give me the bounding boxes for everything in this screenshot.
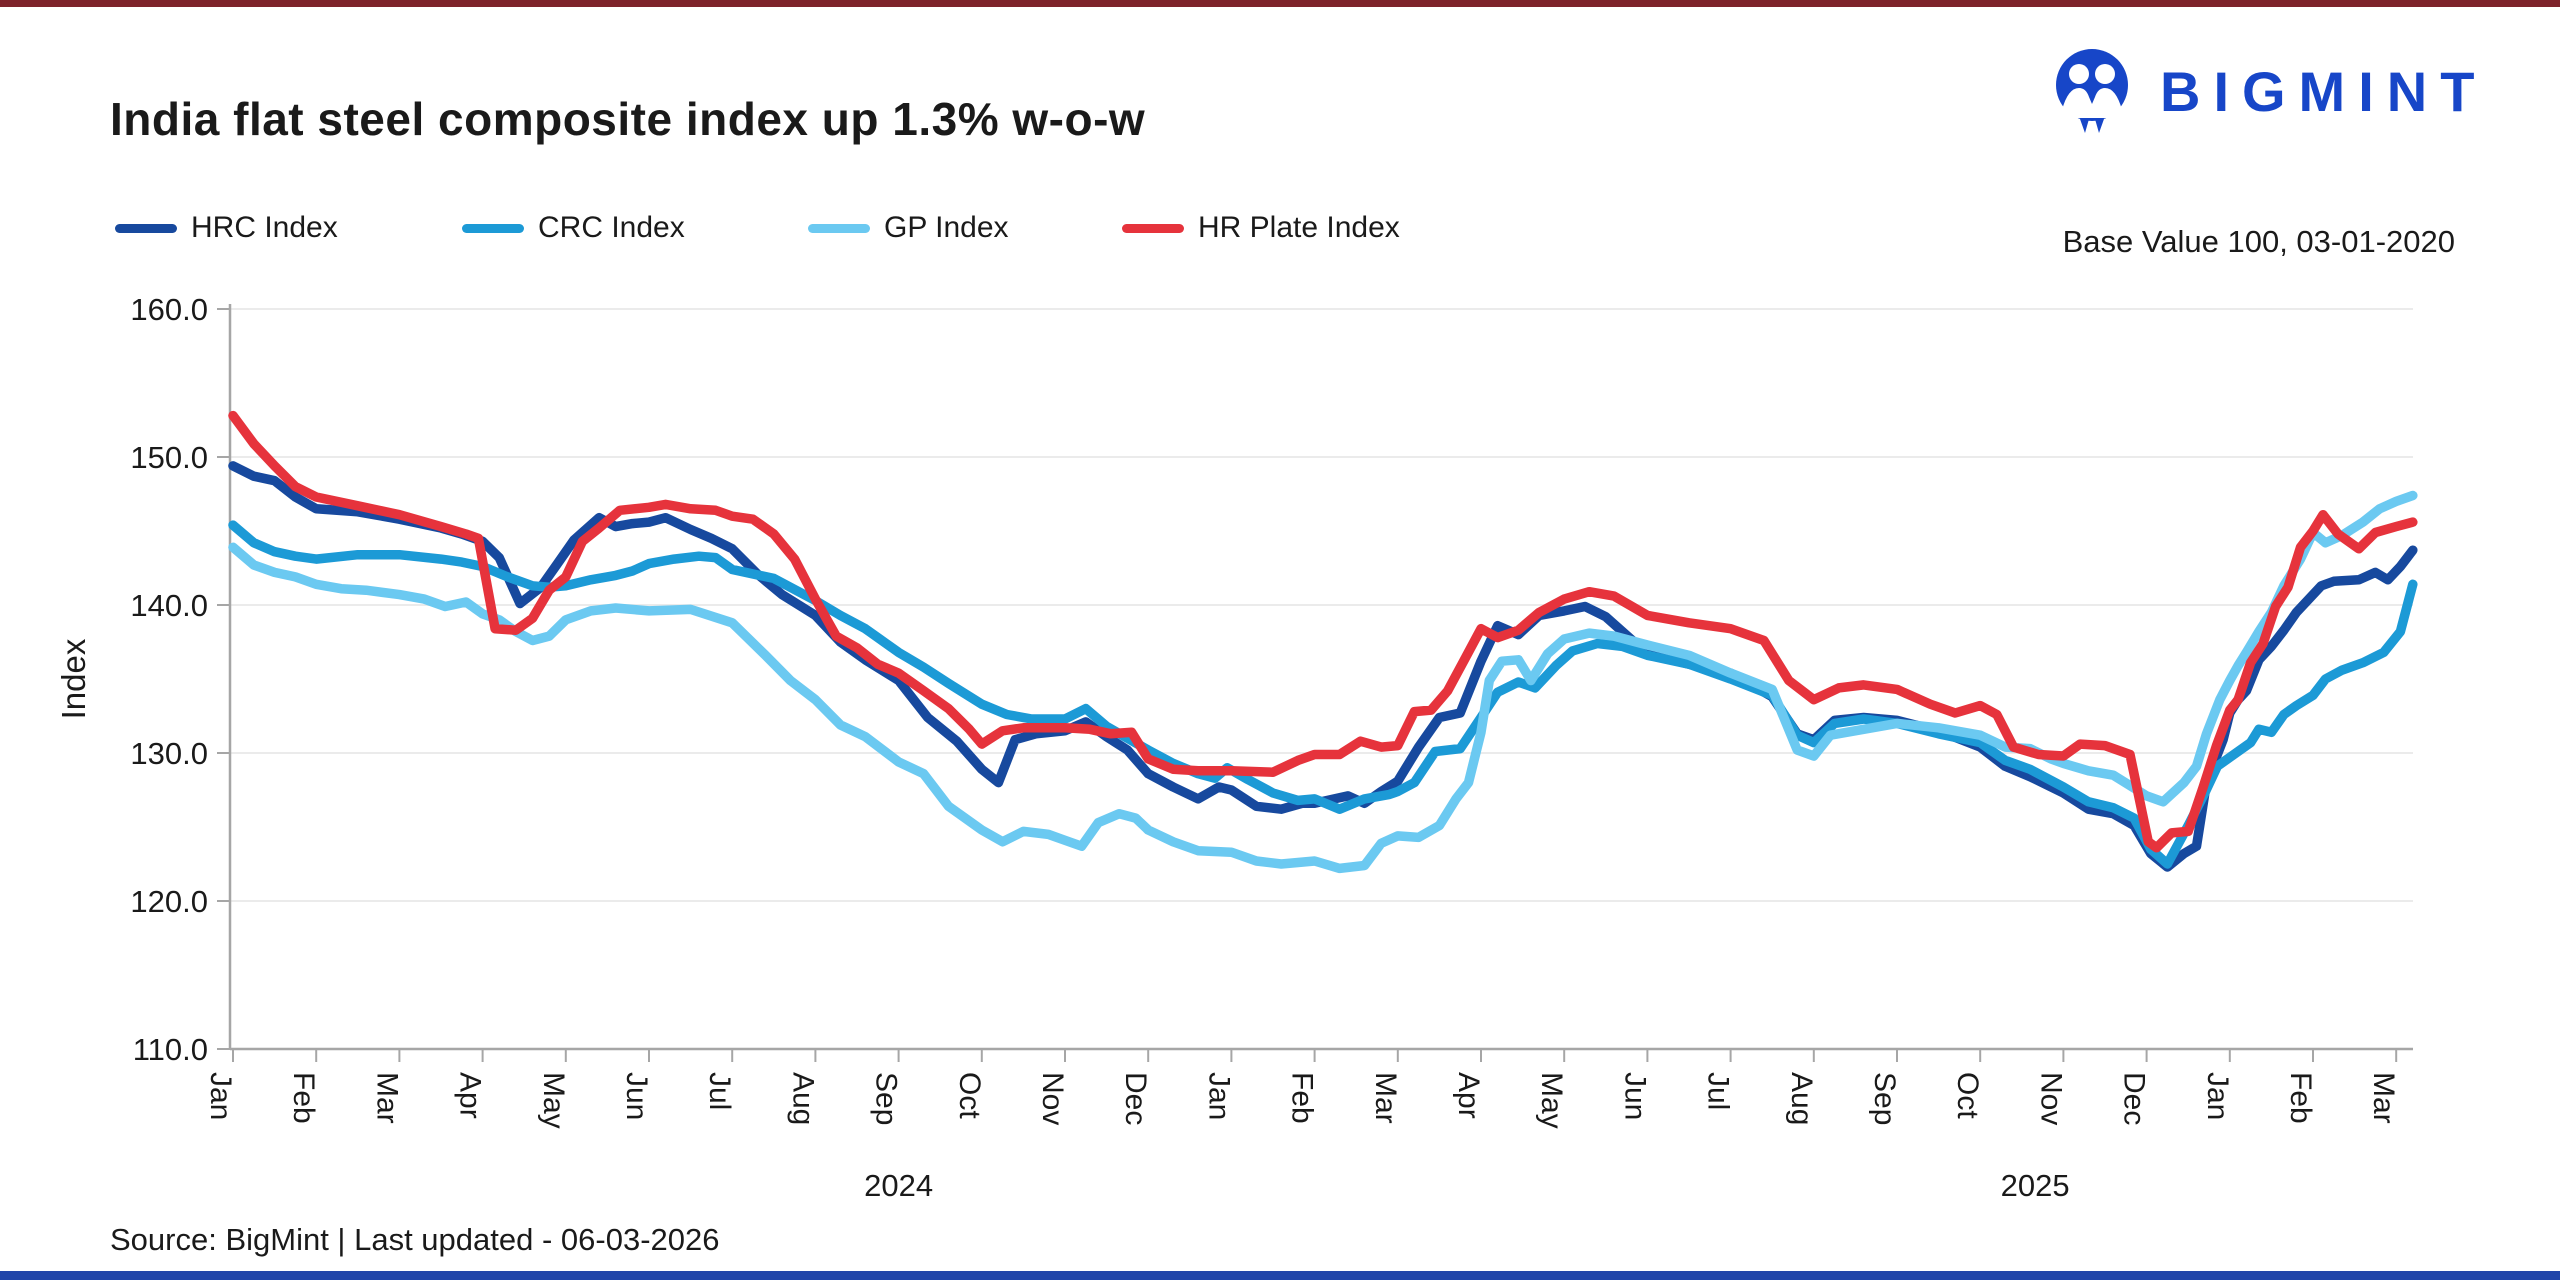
x-tick-label-3: Apr [454,1072,487,1119]
x-tick-label-13: Feb [1286,1072,1319,1124]
hr-plate-line-swatch-icon [1122,223,1184,233]
x-tick-label-20: Sep [1868,1072,1901,1125]
x-tick-label-23: Dec [2118,1072,2151,1125]
x-tick-label-5: Jun [620,1072,653,1120]
bigmint-logo-icon [2056,49,2128,133]
hr-plate-index-line [228,410,2418,853]
bottom-accent-bar [0,1271,2560,1280]
legend-label-gp: GP Index [884,211,1009,244]
bigmint-logo: BIGMINT [2052,48,2487,134]
legend-item-crc: CRC Index [462,208,685,248]
legend-item-hr-plate: HR Plate Index [1122,208,1400,248]
x-tick-label-19: Aug [1785,1072,1818,1125]
crc-index-line [228,520,2418,869]
x-tick-label-11: Dec [1119,1072,1152,1125]
x-tick-label-10: Nov [1036,1072,1069,1125]
gp-line-swatch-icon [808,223,870,233]
year-label-2025: 2025 [2001,1168,2070,1203]
x-tick-label-12: Jan [1202,1072,1235,1120]
x-tick-label-17: Jun [1618,1072,1651,1120]
x-tick-label-1: Feb [287,1072,320,1124]
x-tick-label-8: Sep [870,1072,903,1125]
legend-item-gp: GP Index [808,208,1009,248]
x-tick-label-4: May [537,1072,570,1129]
x-tick-label-16: May [1535,1072,1568,1129]
legend-item-hrc: HRC Index [115,208,338,248]
x-tick-label-14: Mar [1369,1072,1402,1124]
legend-label-crc: CRC Index [538,211,685,244]
x-tick-label-9: Oct [953,1072,986,1119]
y-tick-label-160: 160.0 [130,292,208,327]
x-tick-label-18: Jul [1702,1072,1735,1110]
legend-label-hr-plate: HR Plate Index [1198,211,1400,244]
legend: HRC Index CRC Index GP Index HR Plate In… [0,208,1600,248]
x-tick-label-25: Feb [2284,1072,2317,1124]
y-tick-label-150: 150.0 [130,440,208,475]
x-tick-label-22: Nov [2034,1072,2067,1125]
x-tick-label-24: Jan [2201,1072,2234,1120]
x-tick-label-15: Apr [1452,1072,1485,1119]
x-tick-label-26: Mar [2367,1072,2400,1124]
legend-label-hrc: HRC Index [191,211,338,244]
x-tick-label-0: Jan [204,1072,237,1120]
source-note: Source: BigMint | Last updated - 06-03-2… [110,1222,720,1257]
top-accent-bar [0,0,2560,7]
x-tick-label-2: Mar [370,1072,403,1124]
crc-line-swatch-icon [462,223,524,233]
x-tick-label-21: Oct [1951,1072,1984,1119]
year-label-2024: 2024 [864,1168,933,1203]
chart-title: India flat steel composite index up 1.3%… [110,93,1146,145]
y-tick-label-120: 120.0 [130,884,208,919]
hrc-line-swatch-icon [115,223,177,233]
y-tick-label-140: 140.0 [130,588,208,623]
x-tick-label-7: Aug [786,1072,819,1125]
bigmint-logo-text: BIGMINT [2160,59,2488,123]
y-tick-label-110: 110.0 [133,1032,208,1067]
y-tick-label-130: 130.0 [130,736,208,771]
base-value-note: Base Value 100, 03-01-2020 [2062,224,2455,259]
x-tick-label-6: Jul [703,1072,736,1110]
gp-index-line [228,490,2418,874]
